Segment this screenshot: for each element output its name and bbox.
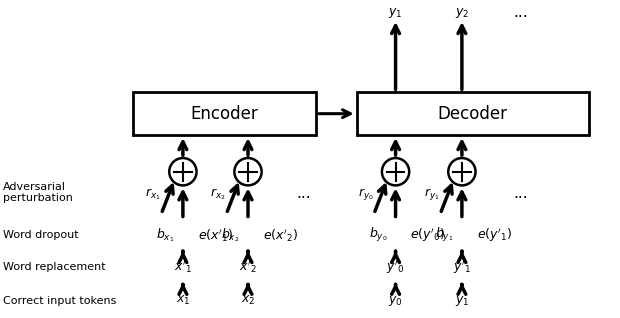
Text: $x'_1$: $x'_1$ [174, 259, 192, 275]
Text: $r_{x_2}$: $r_{x_2}$ [210, 186, 226, 202]
Text: Word replacement: Word replacement [3, 262, 106, 272]
Text: $y_1$: $y_1$ [388, 6, 403, 20]
Text: $r_{y_1}$: $r_{y_1}$ [424, 186, 440, 202]
Text: $e(y'_0)$: $e(y'_0)$ [410, 226, 445, 244]
Text: $y'_0$: $y'_0$ [386, 258, 405, 276]
Text: Word dropout: Word dropout [3, 230, 79, 240]
Text: Adversarial
perturbation: Adversarial perturbation [3, 182, 73, 203]
Bar [356, 92, 589, 135]
Text: Decoder: Decoder [438, 105, 508, 123]
Text: $b_{y_0}$: $b_{y_0}$ [369, 226, 388, 244]
Text: Correct input tokens: Correct input tokens [3, 295, 117, 306]
Text: $r_{y_0}$: $r_{y_0}$ [358, 186, 374, 202]
Text: $y_0$: $y_0$ [388, 294, 403, 308]
Text: $x_1$: $x_1$ [175, 294, 190, 307]
Text: $r_{x_1}$: $r_{x_1}$ [145, 186, 161, 202]
Text: Encoder: Encoder [191, 105, 259, 123]
Bar [133, 92, 316, 135]
Text: $b_{x_1}$: $b_{x_1}$ [156, 226, 175, 244]
Text: $e(x'_2)$: $e(x'_2)$ [263, 227, 298, 244]
Text: $b_{x_2}$: $b_{x_2}$ [221, 226, 240, 244]
Text: $y_2$: $y_2$ [454, 6, 469, 20]
Text: ...: ... [513, 5, 528, 20]
Text: $y'_1$: $y'_1$ [453, 258, 471, 276]
Text: $e(x'_1)$: $e(x'_1)$ [198, 227, 232, 244]
Text: ...: ... [296, 186, 311, 202]
Text: $x_2$: $x_2$ [241, 294, 255, 307]
Text: $e(y'_1)$: $e(y'_1)$ [477, 226, 512, 244]
Text: ...: ... [513, 186, 528, 202]
Text: $b_{y_1}$: $b_{y_1}$ [435, 226, 454, 244]
Text: $x'_2$: $x'_2$ [239, 259, 257, 275]
Text: $y_1$: $y_1$ [454, 294, 469, 308]
